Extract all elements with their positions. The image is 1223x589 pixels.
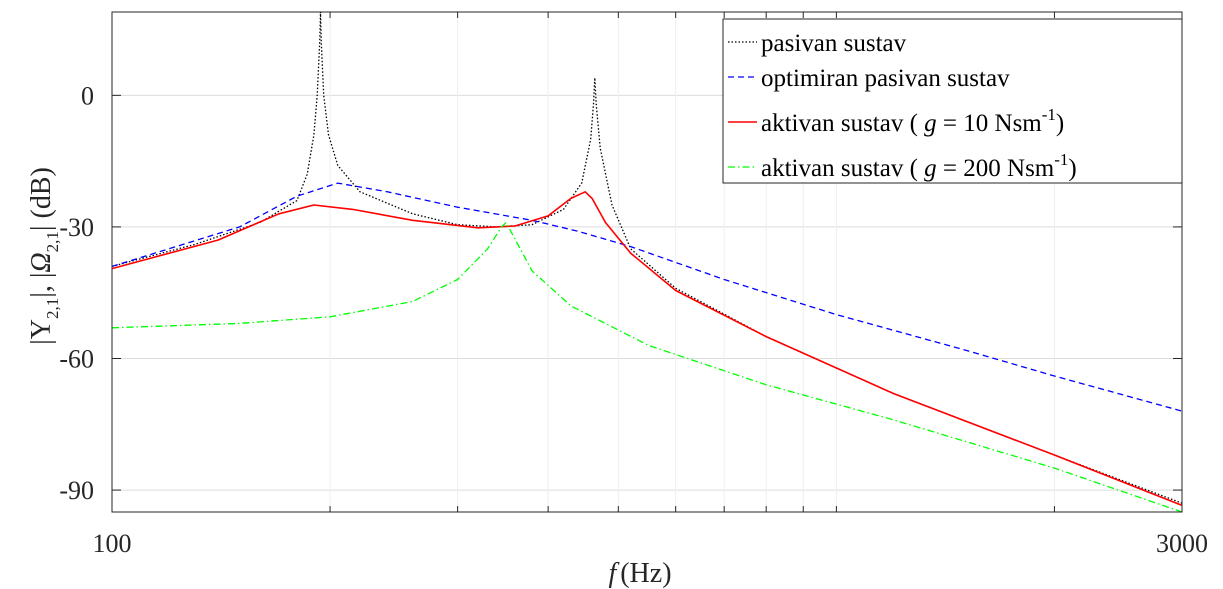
y-tick-label: -90 bbox=[59, 476, 94, 505]
series-line-2 bbox=[111, 182, 1183, 412]
legend-param: g bbox=[924, 155, 937, 182]
legend-text-part: optimiran pasivan sustav bbox=[761, 65, 1010, 92]
tick-labels: 0 -30 -60 -90 100 3000 bbox=[59, 81, 1208, 558]
legend-exponent: -1 bbox=[1054, 150, 1068, 169]
legend-text-part: aktivan sustav ( bbox=[761, 110, 924, 137]
legend-value: = 10 Nsm bbox=[937, 110, 1043, 137]
legend-exponent: -1 bbox=[1042, 105, 1056, 124]
plot-frame bbox=[111, 11, 1183, 513]
series-line-4 bbox=[111, 221, 1183, 513]
x-axis-unit: (Hz) bbox=[620, 558, 671, 589]
x-tick-label: 3000 bbox=[1156, 529, 1208, 558]
y-axis-label: |Υ2,1|, |Ω2,1| (dB) bbox=[26, 167, 62, 345]
legend-label-1: pasivan sustav bbox=[761, 30, 907, 57]
x-tick-label: 100 bbox=[93, 529, 132, 558]
legend-value: = 200 Nsm bbox=[937, 155, 1055, 182]
ticks bbox=[111, 12, 1183, 512]
y-tick-label: 0 bbox=[81, 81, 94, 110]
series-line-1 bbox=[111, 11, 1183, 504]
y-tick-label: -30 bbox=[59, 213, 94, 242]
x-axis-variable: f bbox=[608, 558, 619, 589]
legend-label-2: optimiran pasivan sustav bbox=[761, 65, 1010, 92]
series-group bbox=[111, 11, 1183, 513]
legend-label-4: aktivan sustav ( g = 200 Nsm-1) bbox=[761, 150, 1077, 182]
legend-param: g bbox=[924, 110, 937, 137]
series-line-3 bbox=[111, 191, 1183, 507]
legend-box bbox=[722, 18, 1183, 184]
legend-close: ) bbox=[1056, 110, 1064, 137]
y-tick-label: -60 bbox=[59, 344, 94, 373]
legend: pasivan sustav optimiran pasivan sustav ak… bbox=[722, 18, 1183, 184]
legend-text-part: aktivan sustav ( bbox=[761, 155, 924, 182]
legend-text-part: pasivan sustav bbox=[761, 30, 907, 57]
legend-label-3: aktivan sustav ( g = 10 Nsm-1) bbox=[761, 105, 1064, 137]
legend-close: ) bbox=[1068, 155, 1076, 182]
y-axis-unit: (dB) bbox=[26, 167, 57, 218]
x-axis-label: f (Hz) bbox=[608, 558, 671, 589]
